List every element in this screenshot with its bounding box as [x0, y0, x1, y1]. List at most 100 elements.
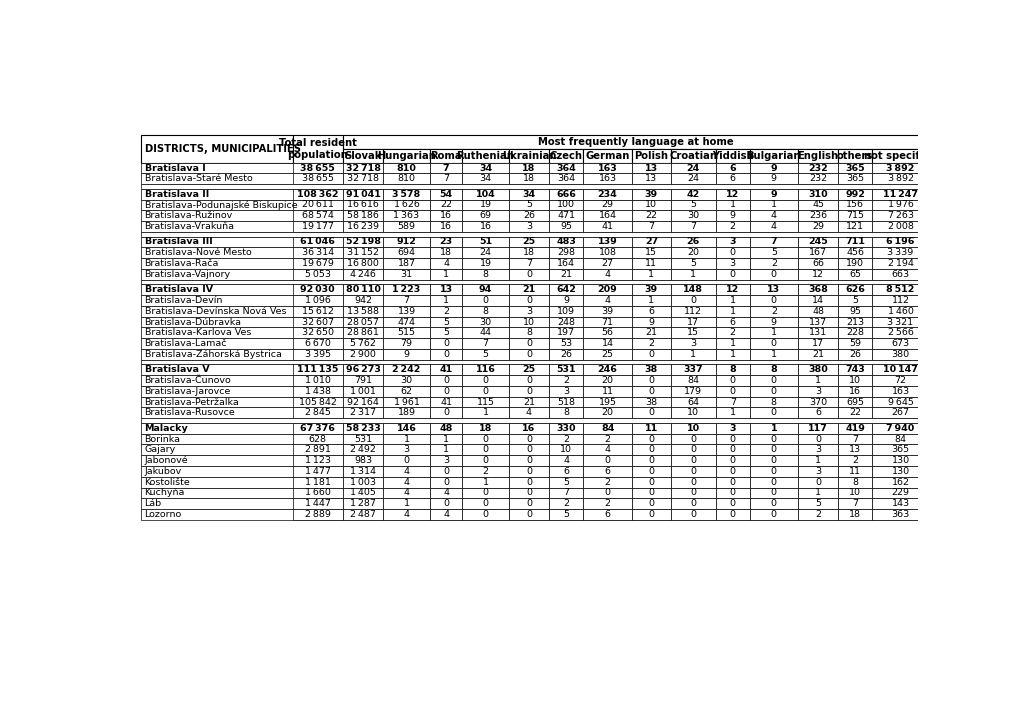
Bar: [342, 498, 383, 509]
Text: 3: 3: [526, 307, 532, 316]
Bar: [508, 375, 548, 386]
Bar: [548, 317, 583, 328]
Bar: [508, 338, 548, 349]
Text: 3: 3: [729, 424, 736, 433]
Text: 4: 4: [604, 270, 610, 279]
Text: 2: 2: [648, 339, 654, 348]
Text: 983: 983: [354, 456, 372, 465]
Bar: [292, 349, 342, 360]
Bar: [508, 349, 548, 360]
Text: 1: 1: [482, 408, 488, 418]
Bar: [715, 306, 749, 317]
Text: 4: 4: [604, 446, 610, 454]
Bar: [342, 466, 383, 477]
Text: 38: 38: [644, 365, 657, 374]
Text: 1: 1: [404, 435, 409, 444]
Text: 96 273: 96 273: [345, 365, 380, 374]
Text: 39: 39: [644, 189, 657, 199]
Text: 810: 810: [396, 163, 416, 173]
Bar: [142, 328, 928, 338]
Text: 15: 15: [645, 248, 657, 257]
Text: 7: 7: [729, 397, 735, 407]
Text: Kuchyňa: Kuchyňa: [145, 488, 184, 498]
Bar: [462, 375, 508, 386]
Bar: [838, 408, 871, 418]
Bar: [462, 338, 508, 349]
Bar: [797, 444, 838, 455]
Bar: [871, 189, 928, 199]
Text: 112: 112: [891, 296, 909, 305]
Text: 5: 5: [526, 200, 532, 210]
Text: 38: 38: [645, 397, 657, 407]
Bar: [749, 317, 797, 328]
Text: 232: 232: [807, 163, 827, 173]
Bar: [292, 135, 342, 163]
Text: 54: 54: [439, 189, 452, 199]
Text: 2 891: 2 891: [305, 446, 330, 454]
Bar: [508, 237, 548, 248]
Bar: [548, 258, 583, 269]
Text: 64: 64: [687, 397, 699, 407]
Text: 0: 0: [526, 446, 532, 454]
Text: 92 030: 92 030: [301, 285, 335, 294]
Text: 121: 121: [846, 222, 863, 231]
Bar: [797, 163, 838, 174]
Text: 18: 18: [478, 424, 492, 433]
Bar: [548, 455, 583, 466]
Text: 791: 791: [354, 376, 372, 385]
Text: 419: 419: [845, 424, 864, 433]
Text: 7 263: 7 263: [887, 211, 913, 220]
Bar: [142, 189, 928, 199]
Bar: [548, 328, 583, 338]
Bar: [671, 498, 715, 509]
Text: Hungarian: Hungarian: [377, 150, 435, 161]
Text: 229: 229: [891, 488, 909, 498]
Bar: [838, 284, 871, 295]
Text: 2: 2: [604, 477, 610, 487]
Bar: [429, 163, 462, 174]
Bar: [671, 487, 715, 498]
Text: 337: 337: [683, 365, 702, 374]
Bar: [838, 199, 871, 210]
Bar: [508, 248, 548, 258]
Bar: [383, 199, 429, 210]
Text: Bratislava-Vrakuňa: Bratislava-Vrakuňa: [145, 222, 234, 231]
Text: not specified: not specified: [863, 150, 936, 161]
Bar: [749, 199, 797, 210]
Bar: [583, 284, 632, 295]
Bar: [462, 444, 508, 455]
Bar: [292, 498, 342, 509]
Text: 48: 48: [811, 307, 823, 316]
Text: 2: 2: [562, 376, 569, 385]
Bar: [632, 317, 671, 328]
Bar: [462, 237, 508, 248]
Bar: [671, 210, 715, 221]
Text: 1 477: 1 477: [305, 467, 330, 476]
Bar: [508, 199, 548, 210]
Text: 471: 471: [556, 211, 575, 220]
Text: 20: 20: [687, 248, 699, 257]
Bar: [292, 189, 342, 199]
Text: Bratislava-Dúbravka: Bratislava-Dúbravka: [145, 318, 242, 326]
Bar: [871, 248, 928, 258]
Bar: [342, 423, 383, 433]
Bar: [632, 466, 671, 477]
Text: 9: 9: [769, 189, 776, 199]
Bar: [292, 328, 342, 338]
Text: 163: 163: [597, 163, 616, 173]
Bar: [671, 433, 715, 444]
Bar: [715, 210, 749, 221]
Text: 0: 0: [648, 499, 654, 508]
Bar: [548, 306, 583, 317]
Bar: [462, 258, 508, 269]
Text: 3 321: 3 321: [887, 318, 913, 326]
Text: 3: 3: [814, 387, 820, 396]
Text: 246: 246: [597, 365, 616, 374]
Bar: [583, 466, 632, 477]
Bar: [429, 349, 462, 360]
Text: 0: 0: [729, 467, 735, 476]
Bar: [548, 487, 583, 498]
Text: 24: 24: [479, 248, 491, 257]
Text: 5: 5: [442, 318, 448, 326]
Bar: [715, 444, 749, 455]
